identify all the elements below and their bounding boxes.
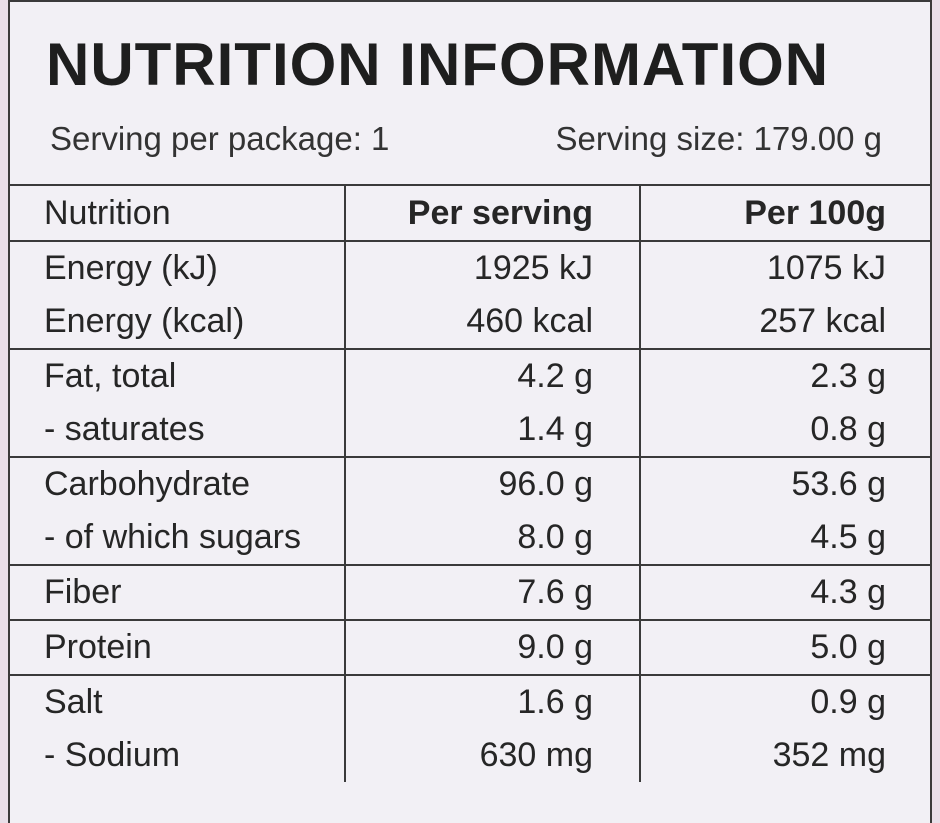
column-header: Per serving xyxy=(344,185,640,241)
table-row: Salt 1.6 g 0.9 g xyxy=(8,675,932,729)
serving-size: Serving size: 179.00 g xyxy=(555,120,882,157)
table-row: - Sodium 630 mg 352 mg xyxy=(8,729,932,782)
nutrient-value: 96.0 g xyxy=(344,457,640,511)
nutrient-name: - saturates xyxy=(44,410,205,448)
table-row: Protein 9.0 g 5.0 g xyxy=(8,620,932,675)
table-row: - saturates 1.4 g 0.8 g xyxy=(8,403,932,457)
nutrient-name: Salt xyxy=(44,683,103,721)
table-row: Fiber 7.6 g 4.3 g xyxy=(8,565,932,620)
row-group: Protein 9.0 g 5.0 g xyxy=(8,620,932,675)
nutrient-name: Energy (kcal) xyxy=(44,302,245,340)
nutrient-value: 352 mg xyxy=(639,729,932,782)
nutrient-value: 1.6 g xyxy=(344,675,640,729)
row-group: Fiber 7.6 g 4.3 g xyxy=(8,565,932,620)
nutrient-value: 9.0 g xyxy=(344,620,640,675)
table-row: Fat, total 4.2 g 2.3 g xyxy=(8,349,932,403)
servings-per-package: Serving per package: 1 xyxy=(50,120,390,157)
table-row: Carbohydrate 96.0 g 53.6 g xyxy=(8,457,932,511)
nutrient-value: 0.9 g xyxy=(639,675,932,729)
nutrient-value: 4.3 g xyxy=(639,565,932,620)
nutrition-label: NUTRITION INFORMATION Serving per packag… xyxy=(8,0,932,823)
nutrient-value: 4.5 g xyxy=(639,511,932,565)
nutrient-name: Fat, total xyxy=(44,357,177,395)
row-group: Fat, total 4.2 g 2.3 g - saturates 1.4 g 0.8 … xyxy=(8,349,932,457)
table-row: Energy (kJ) 1925 kJ 1075 kJ xyxy=(8,241,932,295)
nutrient-name: Protein xyxy=(44,628,152,666)
nutrient-value: 0.8 g xyxy=(639,403,932,457)
nutrient-name: - of which sugars xyxy=(44,518,301,556)
column-header: Nutrition xyxy=(44,193,171,232)
nutrient-value: 5.0 g xyxy=(639,620,932,675)
table-header: Nutrition Per serving Per 100g xyxy=(8,185,932,241)
row-group: Energy (kJ) 1925 kJ 1075 kJ Energy (kcal) 46… xyxy=(8,241,932,349)
row-group: Salt 1.6 g 0.9 g - Sodium 630 mg 352 mg xyxy=(8,675,932,782)
nutrient-value: 8.0 g xyxy=(344,511,640,565)
nutrient-value: 4.2 g xyxy=(344,349,640,403)
nutrient-name: Energy (kJ) xyxy=(44,249,218,287)
nutrient-value: 257 kcal xyxy=(639,295,932,349)
nutrient-value: 630 mg xyxy=(344,729,640,782)
nutrient-value: 2.3 g xyxy=(639,349,932,403)
nutrient-value: 460 kcal xyxy=(344,295,640,349)
nutrient-name: Fiber xyxy=(44,573,122,611)
table-row: - of which sugars 8.0 g 4.5 g xyxy=(8,511,932,565)
nutrient-name: Carbohydrate xyxy=(44,465,251,503)
column-header: Per 100g xyxy=(639,185,932,241)
nutrient-value: 7.6 g xyxy=(344,565,640,620)
table-row: Energy (kcal) 460 kcal 257 kcal xyxy=(8,295,932,349)
row-group: Carbohydrate 96.0 g 53.6 g- of which sugar… xyxy=(8,457,932,565)
title: NUTRITION INFORMATION xyxy=(46,31,830,98)
nutrient-name: - Sodium xyxy=(44,736,181,774)
header-row: Nutrition Per serving Per 100g xyxy=(8,185,932,241)
nutrition-table: Nutrition Per serving Per 100g Energy (kJ)… xyxy=(8,184,932,782)
nutrient-value: 53.6 g xyxy=(639,457,932,511)
nutrient-value: 1925 kJ xyxy=(344,241,640,295)
nutrient-value: 1075 kJ xyxy=(639,241,932,295)
nutrient-value: 1.4 g xyxy=(344,403,640,457)
